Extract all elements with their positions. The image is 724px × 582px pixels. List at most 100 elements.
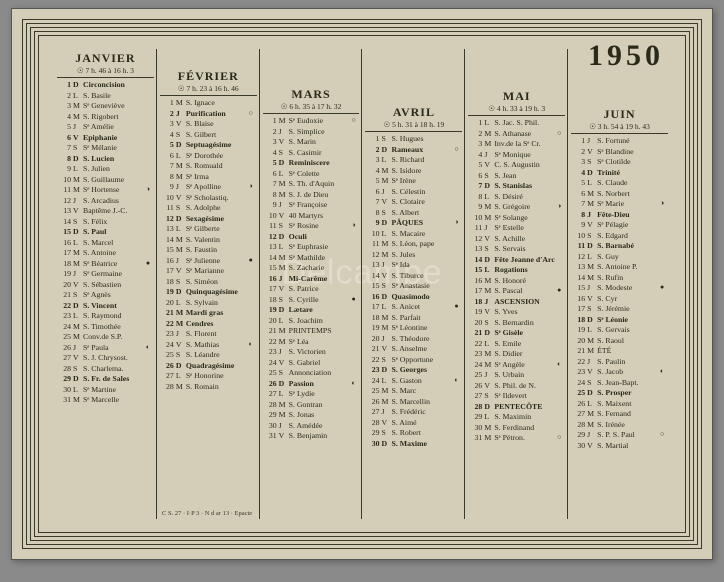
day-row: 29SS. Robert	[365, 428, 462, 439]
day-saint: S. Marc	[391, 386, 454, 397]
day-row: 1MS. Ignace	[160, 98, 257, 109]
day-weekday: V	[279, 358, 289, 369]
day-number: 9	[468, 202, 484, 213]
day-row: 15MS. Faustin	[160, 245, 257, 256]
day-number: 19	[263, 305, 279, 316]
day-weekday: L	[279, 242, 289, 253]
day-row: 4MS. Rigobert	[57, 112, 154, 123]
day-row: 23DS. Georges	[365, 365, 462, 376]
day-weekday: J	[381, 260, 391, 271]
day-number: 8	[571, 210, 587, 221]
day-weekday: S	[279, 368, 289, 379]
day-row: 12JS. Arcadius	[57, 196, 154, 207]
day-number: 17	[365, 302, 381, 313]
moon-phase-icon	[454, 187, 462, 198]
day-weekday: J	[279, 127, 289, 138]
day-weekday: L	[381, 302, 391, 313]
moon-phase-icon	[557, 276, 565, 287]
moon-phase-icon	[249, 235, 257, 246]
moon-phase-icon	[557, 255, 565, 266]
day-number: 23	[160, 329, 176, 340]
day-saint: Rameaux	[391, 145, 454, 156]
day-row: 22MCendres	[160, 319, 257, 330]
month-name: MARS	[263, 85, 360, 102]
day-weekday: M	[484, 349, 494, 360]
day-saint: S. Fortuné	[597, 136, 660, 147]
day-row: 3MSᵉ Geneviève	[57, 101, 154, 112]
moon-phase-icon	[146, 154, 154, 165]
moon-phase-icon	[351, 305, 359, 316]
day-number: 25	[57, 332, 73, 343]
day-weekday: D	[381, 439, 391, 450]
day-number: 4	[571, 168, 587, 179]
day-number: 1	[263, 116, 279, 127]
day-row: 30MS. Ferdinand	[468, 423, 565, 434]
day-number: 5	[365, 176, 381, 187]
day-weekday: V	[381, 271, 391, 282]
moon-phase-icon	[249, 119, 257, 130]
moon-phase-icon	[146, 175, 154, 186]
day-number: 23	[263, 347, 279, 358]
day-number: 3	[263, 137, 279, 148]
day-row: 16JSᵉ Julienne●	[160, 256, 257, 267]
day-number: 17	[57, 248, 73, 259]
day-number: 6	[468, 171, 484, 182]
day-number: 21	[468, 328, 484, 339]
day-saint: S. Léandre	[186, 350, 249, 361]
day-row: 15JS. Modeste●	[571, 283, 668, 294]
day-row: 13LSᵉ Euphrasie	[263, 242, 360, 253]
day-number: 27	[57, 353, 73, 364]
day-row: 17LS. Anicet●	[365, 302, 462, 313]
day-saint: S. Gervais	[597, 325, 660, 336]
day-saint: Sᵉ Amélie	[83, 122, 146, 133]
day-number: 2	[468, 129, 484, 140]
day-number: 30	[468, 423, 484, 434]
day-weekday: D	[279, 379, 289, 390]
day-saint: S. Tiburce	[391, 271, 454, 282]
day-saint: S. Maxime	[391, 439, 454, 450]
day-saint: Lætare	[289, 305, 352, 316]
day-row: 24MS. Timothée	[57, 322, 154, 333]
day-saint: S. Prosper	[597, 388, 660, 399]
day-weekday: M	[73, 248, 83, 259]
day-weekday: M	[279, 190, 289, 201]
day-row: 5DSeptuagésime	[160, 140, 257, 151]
day-saint: S. Basile	[83, 91, 146, 102]
day-row: 10MS. Guillaume	[57, 175, 154, 186]
day-weekday: D	[73, 154, 83, 165]
day-weekday: V	[73, 206, 83, 217]
day-row: 7DS. Stanislas	[468, 181, 565, 192]
day-saint: Reminiscere	[289, 158, 352, 169]
day-weekday: M	[587, 199, 597, 210]
day-row: 14MSᵉ Mathilde	[263, 253, 360, 264]
day-saint: Sᵉ Mathilde	[289, 253, 352, 264]
day-number: 22	[365, 355, 381, 366]
day-number: 14	[57, 217, 73, 228]
day-weekday: J	[381, 407, 391, 418]
day-weekday: M	[484, 276, 494, 287]
day-weekday: V	[587, 294, 597, 305]
day-number: 23	[571, 367, 587, 378]
day-saint: S. Joachim	[289, 316, 352, 327]
moon-phase-icon	[351, 326, 359, 337]
day-weekday: V	[73, 133, 83, 144]
day-number: 18	[160, 277, 176, 288]
moon-phase-icon	[146, 395, 154, 406]
day-number: 28	[57, 364, 73, 375]
day-saint: S. Maximin	[494, 412, 557, 423]
day-weekday: L	[73, 238, 83, 249]
day-number: 22	[468, 339, 484, 350]
day-number: 24	[263, 358, 279, 369]
moon-phase-icon	[454, 134, 462, 145]
day-saint: Sᵉ Françoise	[289, 200, 352, 211]
day-number: 11	[57, 185, 73, 196]
day-number: 30	[57, 385, 73, 396]
day-weekday: L	[587, 399, 597, 410]
day-number: 17	[571, 304, 587, 315]
moon-phase-icon	[454, 334, 462, 345]
day-row: 2DRameaux○	[365, 145, 462, 156]
day-weekday: V	[484, 307, 494, 318]
day-number: 18	[468, 297, 484, 308]
day-number: 22	[160, 319, 176, 330]
moon-phase-icon	[249, 298, 257, 309]
